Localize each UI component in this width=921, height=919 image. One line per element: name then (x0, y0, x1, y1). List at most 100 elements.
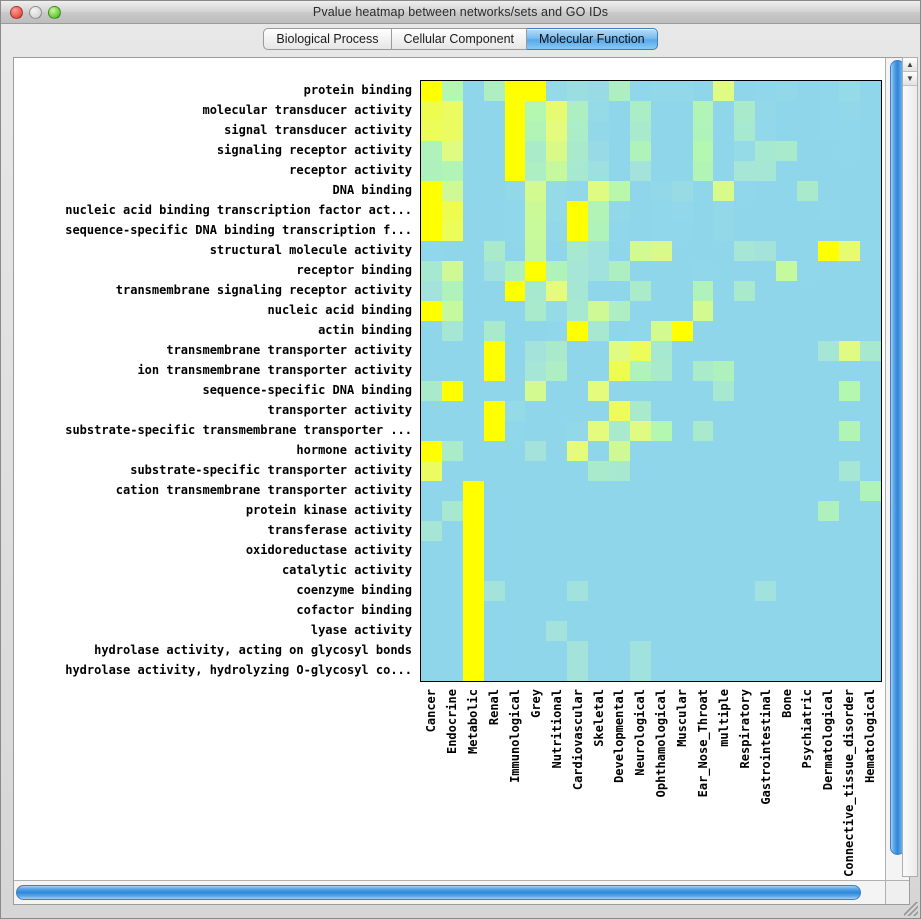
heatmap-cell[interactable] (588, 141, 610, 161)
heatmap-cell[interactable] (609, 561, 630, 581)
heatmap-cell[interactable] (462, 541, 484, 561)
heatmap-cell[interactable] (462, 81, 484, 101)
heatmap-cell[interactable] (609, 541, 630, 561)
heatmap-cell[interactable] (588, 101, 610, 121)
heatmap-cell[interactable] (567, 221, 589, 241)
heatmap-cell[interactable] (567, 121, 589, 141)
heatmap-cell[interactable] (462, 581, 484, 601)
heatmap-cell[interactable] (421, 481, 442, 501)
heatmap-cell[interactable] (838, 101, 860, 121)
heatmap-cell[interactable] (462, 421, 484, 441)
heatmap-cell[interactable] (588, 401, 610, 421)
heatmap-cell[interactable] (692, 261, 714, 281)
heatmap-cell[interactable] (859, 641, 881, 661)
heatmap-cell[interactable] (588, 181, 610, 201)
heatmap-cell[interactable] (692, 661, 714, 681)
heatmap-cell[interactable] (567, 361, 589, 381)
heatmap-cell[interactable] (525, 481, 547, 501)
heatmap-cell[interactable] (755, 361, 777, 381)
heatmap-cell[interactable] (734, 541, 756, 561)
heatmap-cell[interactable] (421, 201, 442, 221)
heatmap-cell[interactable] (859, 281, 881, 301)
heatmap-cell[interactable] (567, 321, 589, 341)
heatmap-cell[interactable] (421, 441, 442, 461)
heatmap-cell[interactable] (713, 321, 735, 341)
heatmap-cell[interactable] (713, 581, 735, 601)
heatmap-cell[interactable] (462, 561, 484, 581)
heatmap-cell[interactable] (462, 321, 484, 341)
heatmap-cell[interactable] (838, 481, 860, 501)
heatmap-cell[interactable] (776, 101, 798, 121)
heatmap-cell[interactable] (713, 201, 735, 221)
heatmap-cell[interactable] (567, 561, 589, 581)
heatmap-cell[interactable] (525, 181, 547, 201)
heatmap-cell[interactable] (692, 561, 714, 581)
heatmap-cell[interactable] (504, 141, 526, 161)
heatmap-cell[interactable] (629, 101, 651, 121)
heatmap-cell[interactable] (525, 621, 547, 641)
heatmap-cell[interactable] (692, 101, 714, 121)
heatmap-cell[interactable] (671, 541, 693, 561)
heatmap-cell[interactable] (567, 461, 589, 481)
heatmap-cell[interactable] (713, 421, 735, 441)
heatmap-cell[interactable] (546, 361, 568, 381)
heatmap-cell[interactable] (588, 361, 610, 381)
heatmap-cell[interactable] (776, 581, 798, 601)
heatmap-cell[interactable] (817, 181, 839, 201)
heatmap-cell[interactable] (629, 241, 651, 261)
heatmap-cell[interactable] (609, 501, 630, 521)
heatmap-cell[interactable] (504, 521, 526, 541)
heatmap-cell[interactable] (755, 661, 777, 681)
heatmap-cell[interactable] (713, 121, 735, 141)
heatmap-cell[interactable] (776, 561, 798, 581)
heatmap-cell[interactable] (441, 341, 463, 361)
heatmap-cell[interactable] (859, 141, 881, 161)
heatmap-cell[interactable] (483, 561, 505, 581)
heatmap-cell[interactable] (797, 241, 818, 261)
heatmap-cell[interactable] (525, 461, 547, 481)
heatmap-cell[interactable] (504, 321, 526, 341)
heatmap-cell[interactable] (483, 261, 505, 281)
heatmap-cell[interactable] (609, 601, 630, 621)
heatmap-cell[interactable] (546, 421, 568, 441)
heatmap-cell[interactable] (504, 641, 526, 661)
heatmap-cell[interactable] (483, 161, 505, 181)
heatmap-cell[interactable] (546, 661, 568, 681)
heatmap-cell[interactable] (567, 641, 589, 661)
heatmap-cell[interactable] (504, 461, 526, 481)
heatmap-cell[interactable] (776, 241, 798, 261)
heatmap-cell[interactable] (441, 381, 463, 401)
heatmap-cell[interactable] (817, 421, 839, 441)
heatmap-cell[interactable] (650, 301, 672, 321)
heatmap-cell[interactable] (567, 481, 589, 501)
heatmap-cell[interactable] (650, 321, 672, 341)
heatmap-cell[interactable] (546, 341, 568, 361)
heatmap-cell[interactable] (609, 361, 630, 381)
heatmap-cell[interactable] (525, 321, 547, 341)
heatmap-cell[interactable] (462, 601, 484, 621)
heatmap-cell[interactable] (504, 101, 526, 121)
heatmap-cell[interactable] (441, 481, 463, 501)
heatmap-cell[interactable] (671, 661, 693, 681)
heatmap-cell[interactable] (838, 521, 860, 541)
heatmap-cell[interactable] (462, 401, 484, 421)
heatmap-cell[interactable] (421, 281, 442, 301)
heatmap-cell[interactable] (817, 141, 839, 161)
heatmap-cell[interactable] (588, 601, 610, 621)
heatmap-cell[interactable] (671, 181, 693, 201)
heatmap-cell[interactable] (629, 281, 651, 301)
minimize-button[interactable] (29, 6, 42, 19)
heatmap-cell[interactable] (546, 241, 568, 261)
heatmap-cell[interactable] (859, 241, 881, 261)
heatmap-cell[interactable] (504, 341, 526, 361)
heatmap-cell[interactable] (671, 361, 693, 381)
heatmap-cell[interactable] (797, 221, 818, 241)
heatmap-cell[interactable] (692, 621, 714, 641)
heatmap-cell[interactable] (421, 421, 442, 441)
heatmap-cell[interactable] (629, 201, 651, 221)
heatmap-cell[interactable] (671, 561, 693, 581)
heatmap-cell[interactable] (421, 361, 442, 381)
heatmap-cell[interactable] (546, 401, 568, 421)
heatmap-cell[interactable] (755, 141, 777, 161)
heatmap-cell[interactable] (797, 481, 818, 501)
